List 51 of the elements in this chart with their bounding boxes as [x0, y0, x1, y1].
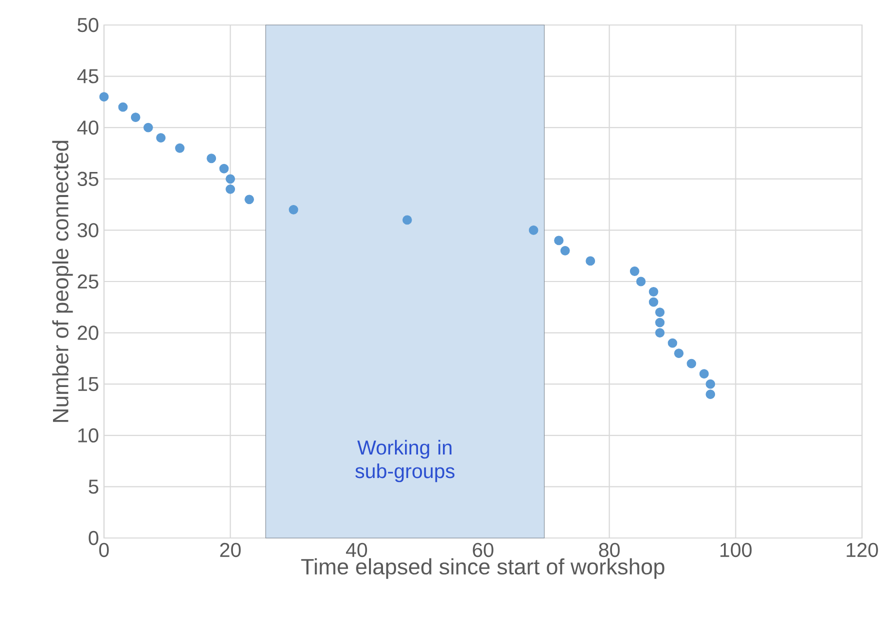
y-tick-label: 35 [78, 172, 98, 186]
point [219, 164, 229, 174]
point [648, 287, 658, 296]
point [130, 112, 140, 122]
y-tick-label: 15 [78, 377, 98, 392]
y-tick-label: 20 [78, 326, 98, 340]
y-tick-label: 5 [88, 480, 98, 494]
point [175, 143, 185, 153]
point [586, 256, 596, 266]
band-label: Working in sub-groups [355, 440, 454, 482]
y-tick-label: 45 [77, 69, 98, 84]
point [560, 246, 570, 256]
point [674, 348, 684, 358]
point [706, 390, 716, 400]
y-tick-label: 0 [88, 530, 98, 546]
point [668, 338, 678, 348]
x-axis-title: Time elapsed since start of workshop [301, 558, 664, 579]
point [655, 318, 665, 328]
point [288, 204, 298, 214]
x-tick-label: 80 [599, 542, 620, 558]
y-tick-label: 40 [77, 120, 98, 135]
x-tick-label: 20 [220, 542, 241, 558]
point [144, 122, 153, 132]
x-tick-label: 120 [846, 542, 878, 558]
point [655, 328, 665, 338]
y-tick-label: 30 [78, 223, 98, 238]
point [706, 379, 716, 389]
point [686, 358, 696, 368]
x-tick-label: 100 [720, 542, 752, 558]
point [648, 297, 658, 307]
point [554, 236, 564, 246]
point [528, 225, 538, 235]
point [156, 133, 166, 143]
point [699, 369, 709, 379]
x-tick-label: 60 [472, 542, 494, 558]
y-tick-label: 10 [78, 428, 98, 442]
point [655, 308, 665, 317]
point [118, 102, 128, 112]
y-axis-title: Number of people connected [52, 140, 73, 422]
x-tick-label: 0 [99, 542, 109, 558]
point [636, 276, 646, 286]
x-tick-label: 40 [346, 542, 368, 558]
y-tick-label: 25 [78, 274, 98, 289]
point [226, 184, 236, 194]
y-tick-label: 50 [78, 18, 98, 32]
point [402, 215, 412, 225]
point [99, 92, 109, 102]
point [244, 194, 254, 204]
point [630, 266, 640, 276]
point [226, 174, 236, 184]
point [206, 154, 216, 164]
